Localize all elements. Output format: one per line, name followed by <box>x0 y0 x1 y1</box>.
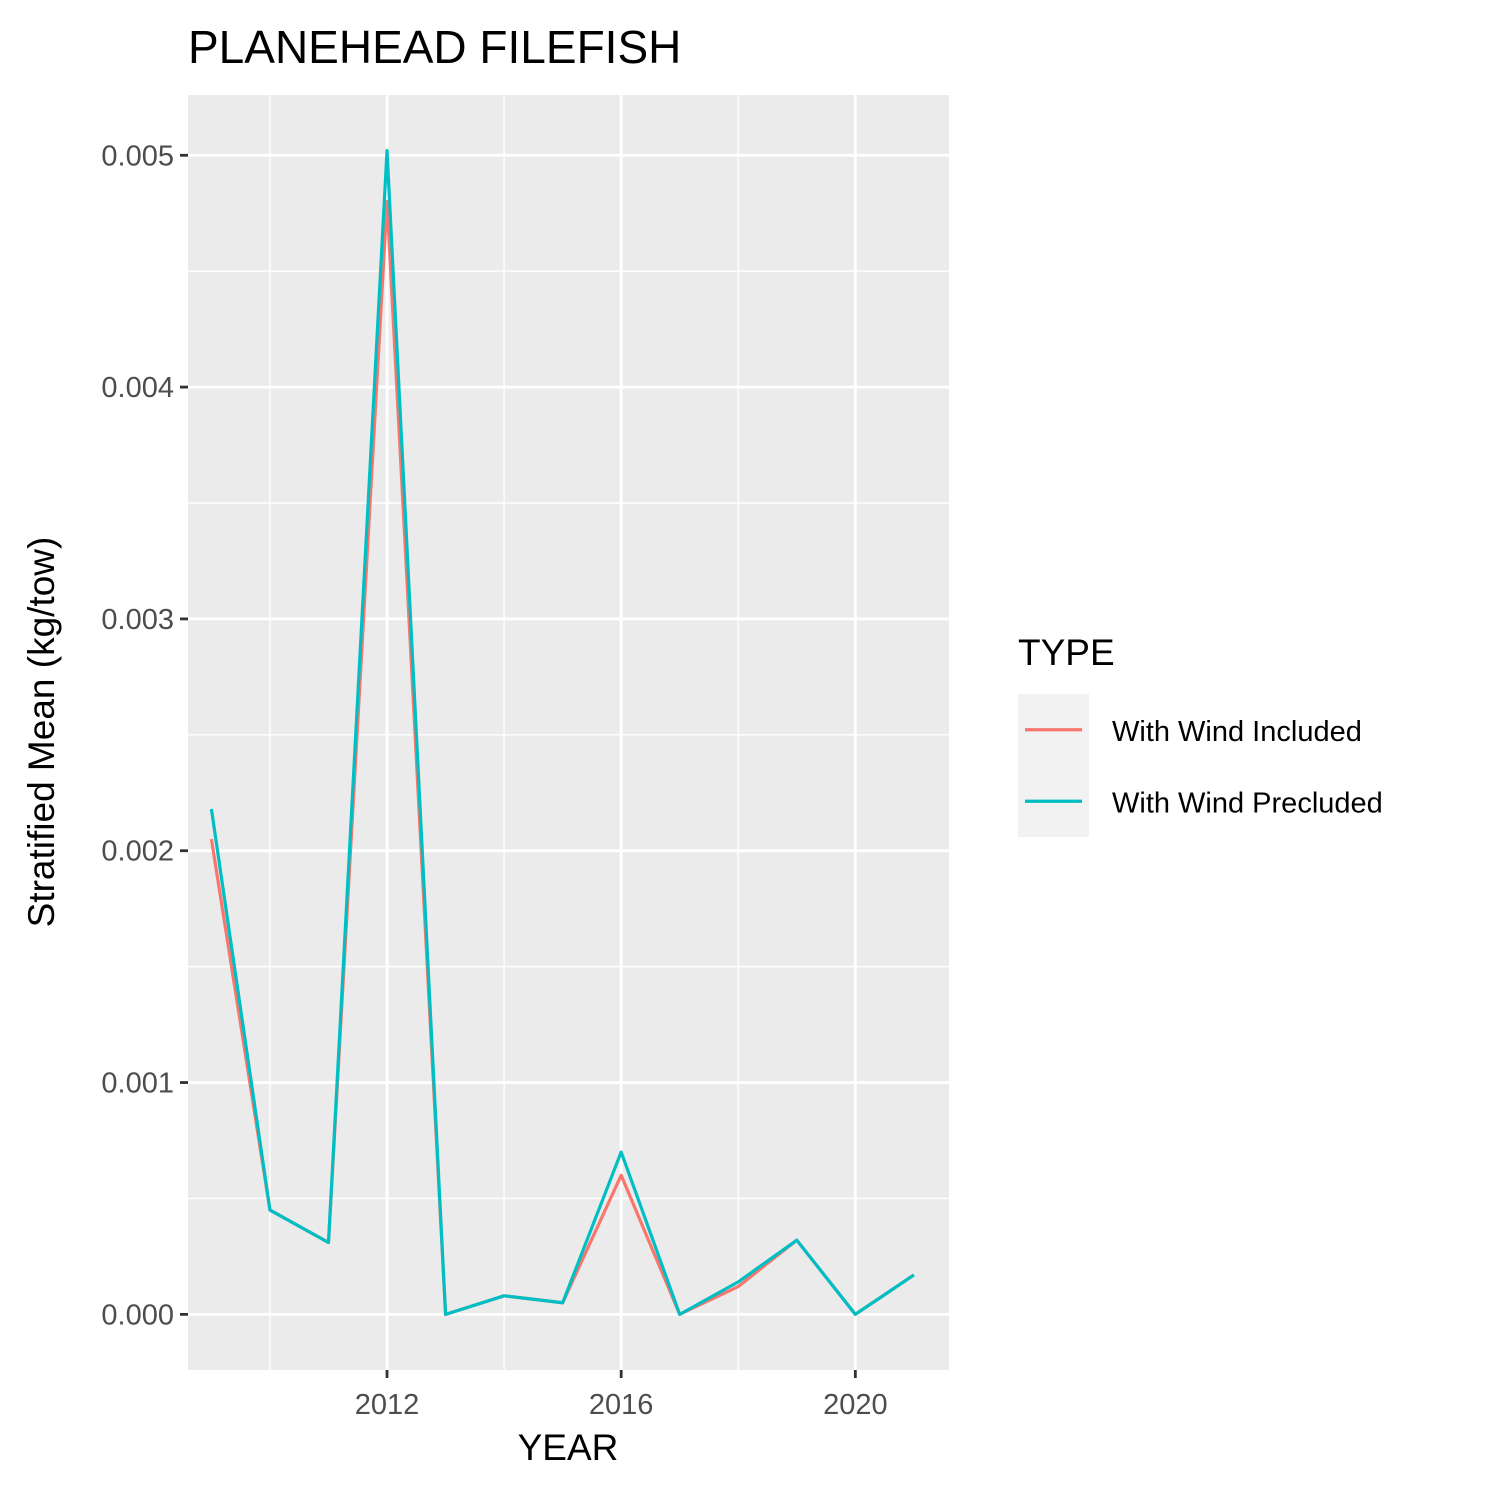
series-lines <box>209 149 915 1316</box>
legend-label: With Wind Precluded <box>1112 787 1383 819</box>
legend: TYPE With Wind Included With Wind Preclud… <box>1018 632 1383 837</box>
series-line-2 <box>209 149 915 1316</box>
grid-minor <box>188 95 949 1370</box>
chart-title: PLANEHEAD FILEFISH <box>188 21 681 73</box>
plot-panel <box>188 95 949 1370</box>
x-tick-label: 2020 <box>823 1389 888 1421</box>
y-tick-label: 0.001 <box>101 1068 174 1100</box>
grid-major <box>188 95 949 1370</box>
x-axis: 2012 2016 2020 <box>355 1370 888 1421</box>
legend-key-background <box>1018 694 1089 837</box>
x-tick-label: 2012 <box>355 1389 420 1421</box>
y-tick-label: 0.002 <box>101 836 174 868</box>
x-axis-title: YEAR <box>518 1427 619 1468</box>
legend-label: With Wind Included <box>1112 716 1362 748</box>
legend-items: With Wind Included With Wind Precluded <box>1025 716 1383 819</box>
legend-title: TYPE <box>1018 632 1115 673</box>
y-tick-label: 0.005 <box>101 140 174 172</box>
x-tick-label: 2016 <box>589 1389 654 1421</box>
y-tick-label: 0.004 <box>101 372 174 404</box>
y-axis-title: Stratified Mean (kg/tow) <box>21 537 62 928</box>
y-tick-label: 0.000 <box>101 1299 174 1331</box>
y-axis: 0.000 0.001 0.002 0.003 0.004 0.005 <box>101 140 188 1331</box>
y-tick-label: 0.003 <box>101 604 174 636</box>
